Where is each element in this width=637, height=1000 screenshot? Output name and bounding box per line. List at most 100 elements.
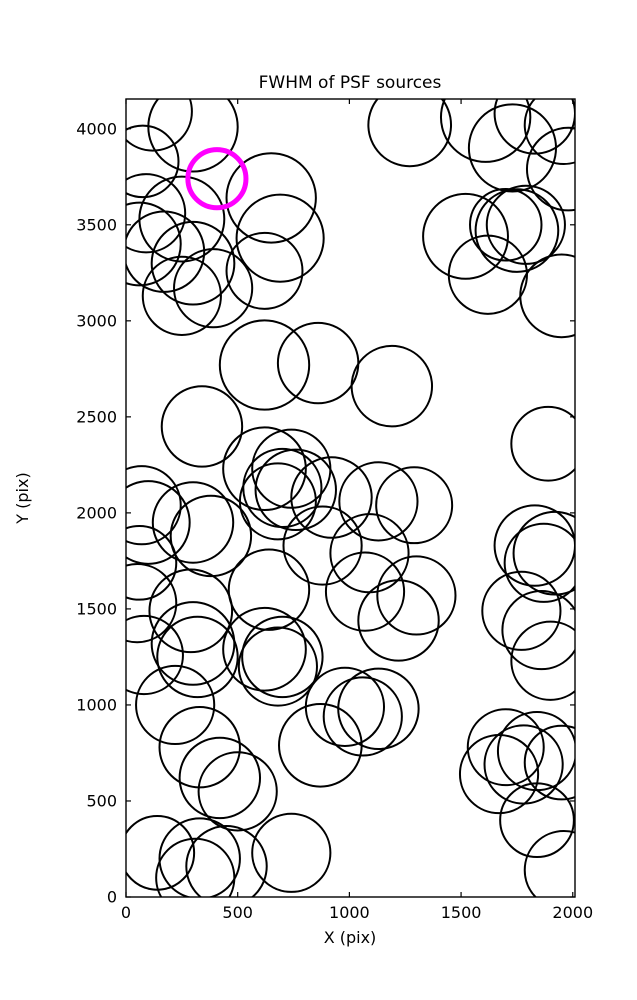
psf-source-circle[interactable] bbox=[338, 461, 419, 542]
y-tick-label: 1000 bbox=[76, 695, 117, 714]
x-tick-label: 1500 bbox=[441, 903, 482, 922]
psf-source-circle[interactable] bbox=[107, 173, 187, 254]
psf-source-circle[interactable] bbox=[238, 462, 317, 541]
psf-source-circle[interactable] bbox=[251, 812, 332, 893]
psf-source-circle[interactable] bbox=[173, 248, 254, 329]
psf-source-circle[interactable] bbox=[158, 817, 241, 898]
psf-source-circle[interactable] bbox=[105, 614, 184, 696]
psf-source-circle[interactable] bbox=[376, 555, 457, 636]
psf-source-circle[interactable] bbox=[276, 321, 360, 405]
psf-source-circle[interactable] bbox=[523, 86, 603, 166]
y-tick-label: 3500 bbox=[76, 215, 117, 234]
psf-source-circle[interactable] bbox=[141, 255, 222, 336]
psf-source-circle[interactable] bbox=[103, 465, 182, 546]
psf-source-circle[interactable] bbox=[357, 579, 440, 662]
psf-source-circle[interactable] bbox=[218, 319, 311, 411]
psf-source-circle[interactable] bbox=[375, 466, 454, 545]
x-axis-ticks: 0 500 1000 1500 2000 bbox=[121, 99, 593, 922]
x-tick-label: 2000 bbox=[552, 903, 593, 922]
psf-source-circle[interactable] bbox=[103, 524, 178, 601]
psf-source-circle[interactable] bbox=[235, 193, 325, 283]
psf-source-circle[interactable] bbox=[158, 705, 241, 789]
psf-source-circle[interactable] bbox=[225, 152, 317, 244]
psf-source-circle[interactable] bbox=[156, 615, 239, 699]
psf-source-circle[interactable] bbox=[322, 676, 403, 757]
psf-source-circle[interactable] bbox=[510, 405, 585, 482]
x-axis-label: X (pix) bbox=[324, 928, 377, 947]
psf-source-circle[interactable] bbox=[512, 510, 597, 596]
psf-source-circle[interactable] bbox=[282, 505, 363, 586]
psf-source-circle[interactable] bbox=[510, 620, 589, 701]
y-tick-label: 3000 bbox=[76, 311, 117, 330]
psf-source-circle[interactable] bbox=[151, 481, 235, 564]
psf-circle-group bbox=[98, 72, 610, 917]
psf-source-circle[interactable] bbox=[222, 606, 307, 692]
psf-source-circle[interactable] bbox=[523, 830, 603, 909]
psf-source-circle[interactable] bbox=[290, 456, 373, 539]
psf-source-circle[interactable] bbox=[254, 448, 337, 532]
psf-source-circle[interactable] bbox=[467, 103, 558, 193]
psf-source-circle[interactable] bbox=[160, 385, 244, 468]
y-axis-ticks: 0 500 1000 1500 2000 2500 3000 3500 4000 bbox=[76, 119, 575, 907]
psf-source-circle[interactable] bbox=[237, 626, 318, 707]
y-tick-label: 2500 bbox=[76, 407, 117, 426]
psf-source-circle[interactable] bbox=[499, 782, 575, 859]
y-tick-label: 500 bbox=[86, 791, 117, 810]
psf-source-circle[interactable] bbox=[458, 733, 540, 815]
x-tick-label: 500 bbox=[222, 903, 253, 922]
y-tick-label: 2000 bbox=[76, 503, 117, 522]
psf-source-circle[interactable] bbox=[98, 201, 182, 287]
selected-psf-source-circle[interactable] bbox=[185, 147, 249, 211]
psf-source-circle[interactable] bbox=[135, 664, 216, 746]
psf-source-circle[interactable] bbox=[150, 220, 236, 306]
psf-source-circle[interactable] bbox=[447, 234, 528, 315]
psf-source-circle[interactable] bbox=[185, 825, 268, 906]
psf-source-circle[interactable] bbox=[525, 126, 610, 212]
psf-source-circle[interactable] bbox=[466, 708, 545, 787]
psf-source-circle[interactable] bbox=[169, 494, 253, 578]
axes-box bbox=[125, 98, 576, 898]
y-tick-label: 0 bbox=[107, 888, 117, 907]
psf-source-circle[interactable] bbox=[241, 615, 324, 699]
psf-source-circle[interactable] bbox=[107, 480, 191, 565]
psf-source-circle[interactable] bbox=[197, 751, 278, 832]
data-layer bbox=[98, 72, 610, 917]
psf-source-circle[interactable] bbox=[481, 570, 562, 651]
x-tick-label: 0 bbox=[121, 903, 131, 922]
psf-source-circle[interactable] bbox=[350, 344, 434, 428]
psf-source-circle[interactable] bbox=[523, 724, 599, 801]
psf-source-circle[interactable] bbox=[120, 814, 196, 891]
plot-title-group: FWHM of PSF sources bbox=[259, 73, 442, 93]
psf-source-circle[interactable] bbox=[324, 551, 406, 632]
x-tick-label: 1000 bbox=[329, 903, 370, 922]
psf-source-circle[interactable] bbox=[150, 601, 236, 686]
psf-source-circle[interactable] bbox=[503, 522, 583, 603]
psf-source-circle[interactable] bbox=[222, 426, 307, 512]
psf-source-circle[interactable] bbox=[155, 837, 236, 917]
y-tick-label: 4000 bbox=[76, 119, 117, 138]
psf-source-circle[interactable] bbox=[227, 548, 311, 631]
psf-source-circle[interactable] bbox=[225, 231, 304, 310]
psf-source-circle[interactable] bbox=[148, 568, 234, 654]
psf-source-circle[interactable] bbox=[98, 563, 178, 644]
psf-source-circle[interactable] bbox=[114, 72, 193, 152]
psf-source-circle[interactable] bbox=[501, 589, 580, 671]
psf-source-circle[interactable] bbox=[278, 702, 363, 788]
psf-source-circle[interactable] bbox=[367, 84, 453, 168]
y-axis-label: Y (pix) bbox=[13, 472, 32, 524]
psf-source-circle[interactable] bbox=[493, 73, 575, 155]
psf-source-circle[interactable] bbox=[483, 724, 564, 805]
psf-source-circle[interactable] bbox=[422, 192, 509, 280]
page-title: FWHM of PSF sources bbox=[259, 73, 442, 93]
y-tick-label: 1500 bbox=[76, 599, 117, 618]
psf-source-circle[interactable] bbox=[178, 736, 262, 820]
psf-source-circle[interactable] bbox=[469, 188, 543, 262]
psf-source-circle[interactable] bbox=[519, 253, 603, 339]
psf-source-circle[interactable] bbox=[107, 124, 180, 199]
psf-source-circle[interactable] bbox=[474, 188, 560, 273]
axes-frame bbox=[125, 98, 576, 898]
psf-source-circle[interactable] bbox=[147, 82, 239, 173]
psf-source-circle[interactable] bbox=[439, 73, 532, 163]
